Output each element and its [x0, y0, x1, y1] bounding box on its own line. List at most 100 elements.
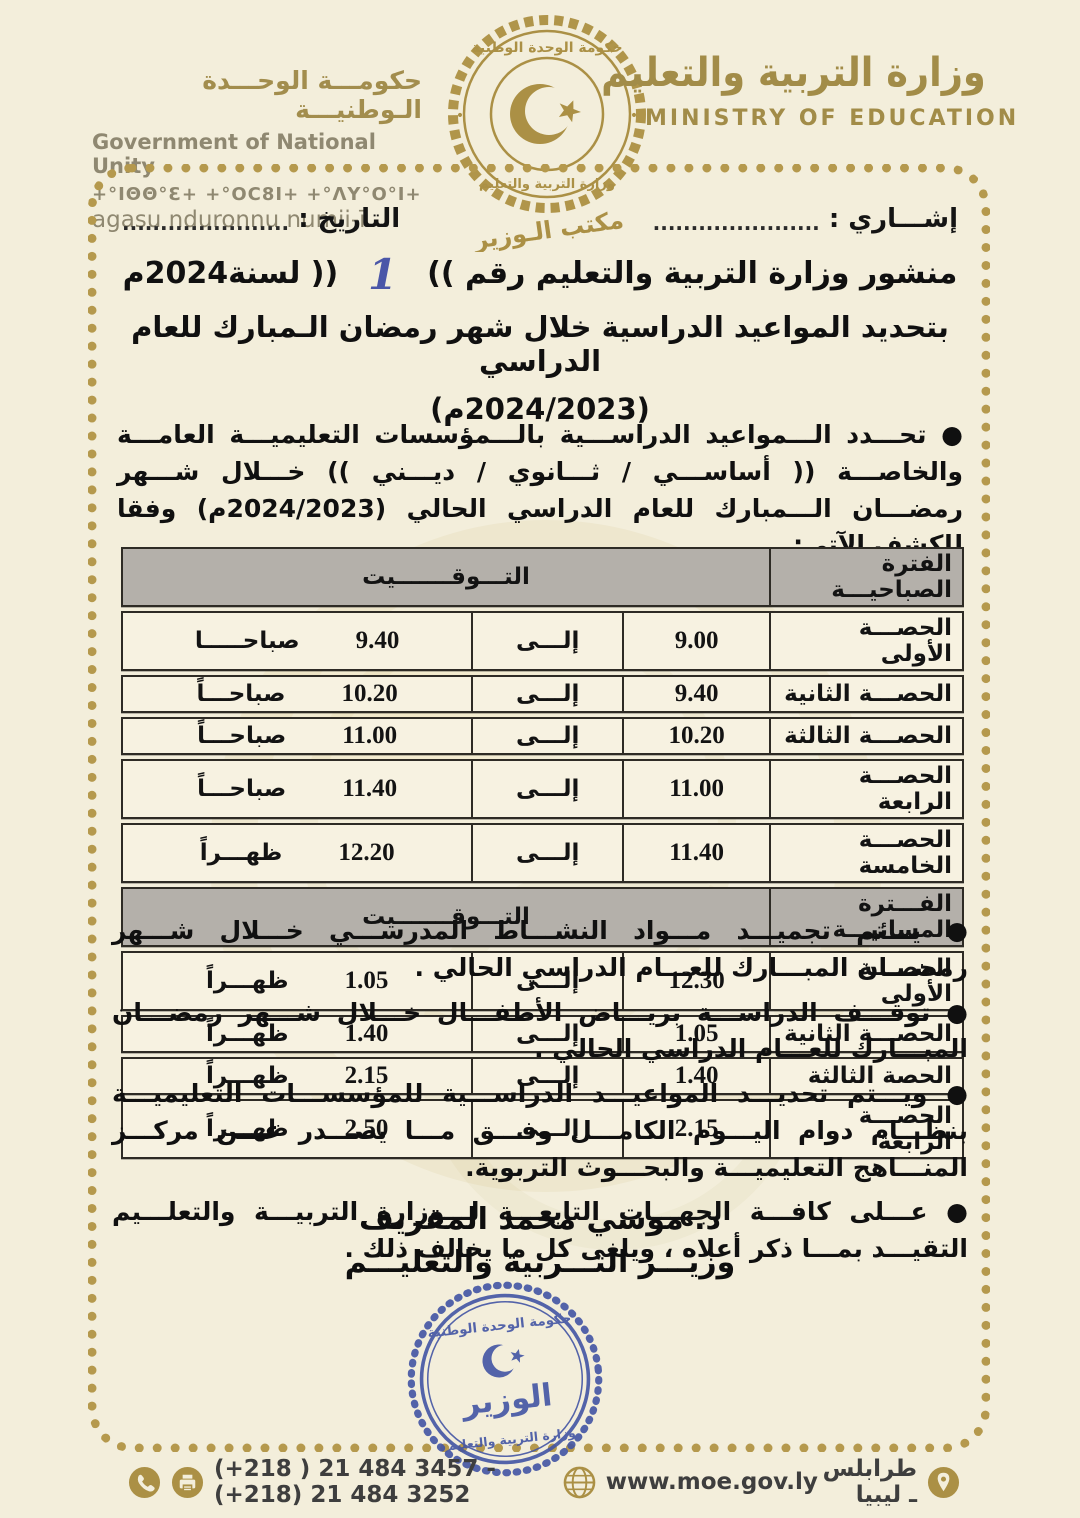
- end-time-value: 1.05: [344, 967, 389, 994]
- timing-header-cell: التـــوقـــــــيت: [362, 564, 530, 590]
- crescent-star-icon: [510, 84, 581, 144]
- end-time-cell: 1.40 ظهـــراً: [123, 1017, 471, 1051]
- end-time-value: 11.40: [342, 775, 398, 802]
- period-of-day-label: صباحـــاً: [197, 776, 287, 802]
- bullet-clause: ● يـــتم تجميـــد مـــواد النشـــاط المد…: [112, 916, 968, 982]
- to-word-cell: إلـــى: [471, 1017, 622, 1051]
- intro-paragraph: ● تحـــدد الـــمواعيد الدراســـية بالـــ…: [117, 420, 964, 560]
- lesson-name-cell: الحصـــة الرابعة: [769, 1101, 962, 1157]
- fax-icon: [171, 1466, 204, 1498]
- minister-name: د. موسي محمد المقريف: [359, 1202, 721, 1237]
- ministry-logo-block: وزارة التربية والتعليم MINISTRY OF EDUCA…: [601, 50, 1020, 131]
- end-time-cell: 10.20 صباحـــاً: [123, 677, 471, 711]
- reference-field: إشـــاري : ......................: [653, 204, 958, 235]
- ministry-name-arabic: وزارة التربية والتعليم: [601, 50, 986, 96]
- lesson-name-cell: الحصـــة الرابعة: [769, 761, 962, 817]
- bracket-open: ((: [427, 256, 455, 291]
- title-suffix: لسنة2024م: [122, 256, 301, 291]
- stamp-crescent-star-icon: [482, 1344, 525, 1378]
- footer-website-group: www.moe.gov.ly: [563, 1466, 818, 1499]
- footer-city: طرابلس ـ ليبيا: [822, 1456, 917, 1508]
- start-time-cell: 9.00: [622, 613, 769, 669]
- table-row: الحصـــة الثانية 9.40 إلـــى 10.20 صباحـــاً: [121, 675, 964, 713]
- start-time-cell: 10.20: [622, 719, 769, 753]
- svg-text:•: •: [630, 108, 638, 124]
- end-time-cell: 2.50 ظهـــراً: [123, 1101, 471, 1157]
- to-word-cell: إلـــى: [471, 1101, 622, 1157]
- end-time-value: 11.00: [342, 722, 398, 749]
- bullets: ● يـــتم تجميـــد مـــواد النشـــاط المد…: [112, 913, 968, 1276]
- table-section-header-row: الفـــترة المسائيـــة التـــوقـــــــيت: [121, 887, 964, 947]
- circular-title: منشور وزارة التربية والتعليم رقم (( 1 ))…: [120, 250, 960, 426]
- end-time-cell: 12.20 ظهـــراً: [123, 825, 471, 881]
- period-of-day-label: ظهـــراً: [199, 840, 283, 866]
- schedule-table: الفترة الصباحيـــة التـــوقـــــــيت الحصـ…: [121, 547, 964, 1163]
- reference-date-row: إشـــاري : ...................... التاري…: [122, 204, 958, 235]
- circular-title-line1: منشور وزارة التربية والتعليم رقم (( 1 ))…: [120, 250, 960, 299]
- period-of-day-label: ظهـــراً: [205, 1116, 289, 1142]
- globe-icon: [563, 1466, 596, 1498]
- stamp-bottom-text: وزارة التربية والتعليم: [446, 1426, 576, 1453]
- minister-office-stamp: حكومة الوحدة الوطنية الوزير وزارة التربي…: [407, 1281, 603, 1477]
- lesson-name-cell: الحصـــة الأولى: [769, 953, 962, 1009]
- stamp-center-text: الوزير: [458, 1377, 553, 1422]
- ministry-gold-seal-icon: حكومة الوحدة الوطنية وزارة التربية والتع…: [448, 15, 646, 252]
- period-of-day-label: صباحـــاً: [197, 723, 287, 749]
- start-time-cell: 11.00: [622, 761, 769, 817]
- end-time-value: 2.15: [344, 1062, 389, 1089]
- government-name-latin: agasu nduronnu numii-ī: [92, 207, 366, 233]
- end-time-value: 2.50: [344, 1115, 389, 1142]
- period-header-cell: الفترة الصباحيـــة: [769, 549, 962, 605]
- government-logo-block: حكومـــة الوحـــدة الـوطنيـــة Governmen…: [92, 66, 422, 233]
- signature-block: د. موسي محمد المقريف وزيـــر التـــربية …: [0, 1202, 1080, 1280]
- government-name-arabic: حكومـــة الوحـــدة الـوطنيـــة: [202, 66, 422, 124]
- start-time-cell: 11.40: [622, 825, 769, 881]
- start-time-cell: 12.30: [622, 953, 769, 1009]
- footer-phone-group: (+218 ) 21 484 3457 - (+218) 21 484 3252: [128, 1456, 563, 1508]
- period-header-cell: الفـــترة المسائيـــة: [769, 889, 962, 945]
- bullet-clause: ● عـــلى كافـــة الجهـــات التابعـــة لـ…: [112, 1197, 968, 1263]
- circular-title-line2: بتحديد المواعيد الدراسية خلال شهر رمضان …: [131, 309, 949, 378]
- bullet-clause: ● توقـــف الدراســـة بريـــاض الأطفـــال…: [112, 997, 968, 1064]
- date-dotted-line: ......................: [122, 211, 290, 235]
- lesson-name-cell: الحصـــة الثالثة: [769, 719, 962, 753]
- footer-phones: (+218 ) 21 484 3457 - (+218) 21 484 3252: [214, 1456, 496, 1508]
- lesson-name-cell: الحصـــة الخامسة: [769, 825, 962, 881]
- lesson-name-cell: الحصـــة الأولى: [769, 613, 962, 669]
- table-row: الحصـــة الثانية 1.05 إلـــى 1.40 ظهـــراً: [121, 1015, 964, 1053]
- footer-contact-bar: (+218 ) 21 484 3457 - (+218) 21 484 3252…: [128, 1456, 960, 1508]
- to-word-cell: إلـــى: [471, 677, 622, 711]
- chain-border-frame: [88, 164, 990, 1452]
- timing-header-cell: التـــوقـــــــيت: [362, 904, 530, 930]
- table-row: الحصـــة الرابعة 11.00 إلـــى 11.40 صباحـــا…: [121, 759, 964, 819]
- ministry-name-english: MINISTRY OF EDUCATION: [645, 106, 1020, 131]
- end-time-cell: 11.40 صباحـــاً: [123, 761, 471, 817]
- circular-number-handwritten: 1: [368, 250, 398, 299]
- circular-title-year: (2024/2023م): [430, 391, 650, 426]
- period-of-day-label: صباحـــاً: [196, 681, 286, 707]
- end-time-value: 1.40: [344, 1020, 389, 1047]
- end-time-cell: 9.40 صباحـــــا: [123, 613, 471, 669]
- table-row: الحصة الثالثة 1.40 إلـــى 2.15 ظهـــراً: [121, 1057, 964, 1095]
- period-of-day-label: صباحـــــا: [194, 628, 300, 654]
- lesson-name-cell: الحصـــة الثانية: [769, 1017, 962, 1051]
- to-word-cell: إلـــى: [471, 953, 622, 1009]
- government-name-tifinagh: +°IΘΘ°Ɛ+ +°OC8I+ +°ΛΥ°O°I+: [92, 184, 422, 205]
- period-of-day-label: ظهـــراً: [205, 1063, 289, 1089]
- svg-text:•: •: [456, 108, 464, 124]
- seal-bottom-text: وزارة التربية والتعليم: [479, 177, 615, 192]
- to-word-cell: إلـــى: [471, 1059, 622, 1093]
- location-pin-icon: [927, 1466, 960, 1498]
- table-row: الحصـــة الرابعة 2.15 إلـــى 2.50 ظهـــراً: [121, 1099, 964, 1159]
- end-time-value: 12.20: [338, 839, 395, 866]
- footer-location-group: طرابلس ـ ليبيا: [818, 1456, 960, 1508]
- minister-title: وزيـــر التـــربية والتعليـــم: [344, 1245, 736, 1280]
- to-word-cell: إلـــى: [471, 613, 622, 669]
- end-time-cell: 1.05 ظهـــراً: [123, 953, 471, 1009]
- table-row: الحصـــة الخامسة 11.40 إلـــى 12.20 ظهـــراً: [121, 823, 964, 883]
- date-label: التاريخ :: [298, 204, 401, 234]
- start-time-cell: 9.40: [622, 677, 769, 711]
- to-word-cell: إلـــى: [471, 719, 622, 753]
- date-field: التاريخ : ......................: [122, 204, 401, 235]
